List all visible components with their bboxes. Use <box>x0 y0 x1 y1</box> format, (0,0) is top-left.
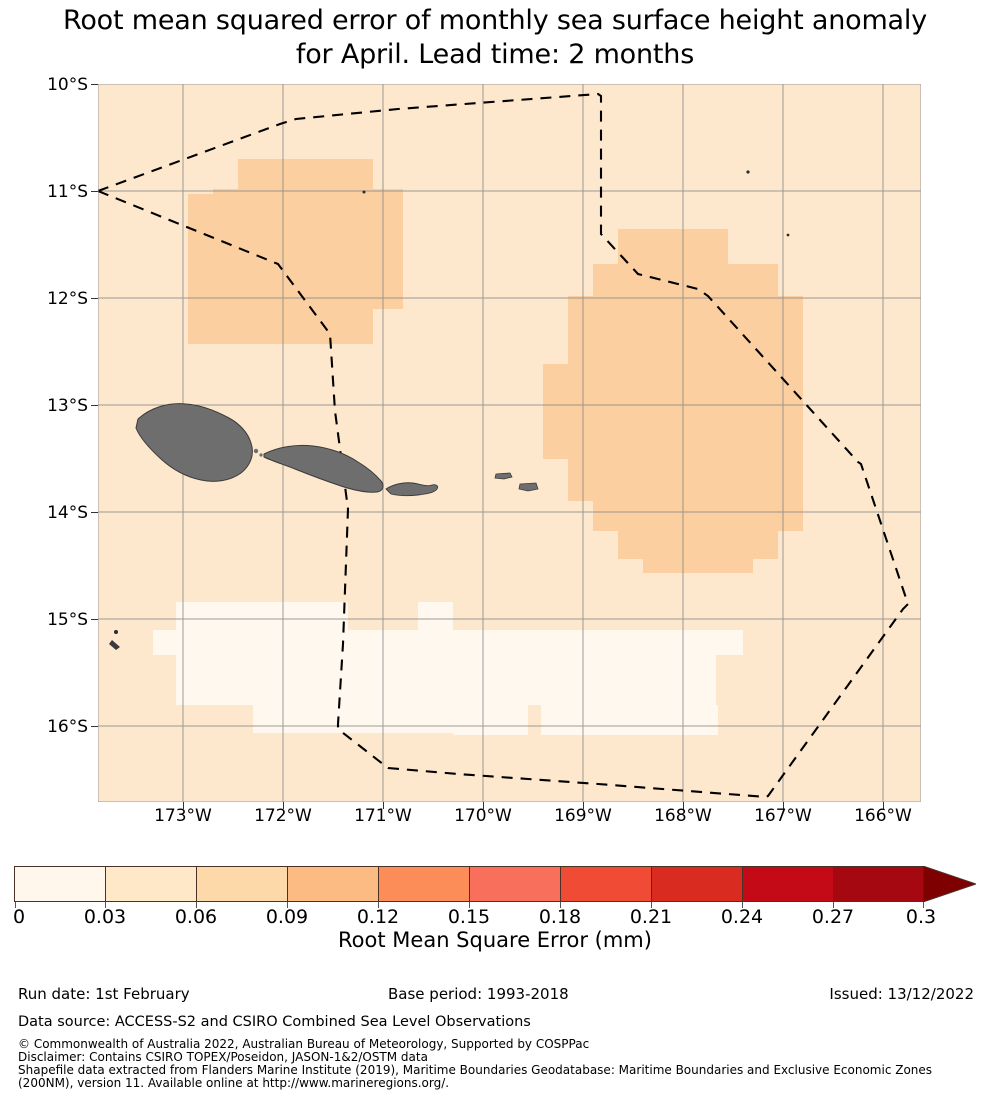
figure-title-line2: for April. Lead time: 2 months <box>295 39 695 70</box>
northwest-patch <box>188 159 403 344</box>
land-savaii <box>135 403 253 482</box>
y-tick-label: 11°S <box>47 182 88 202</box>
data-source: Data source: ACCESS-S2 and CSIRO Combine… <box>18 1014 531 1030</box>
y-tick-label: 16°S <box>47 717 88 737</box>
figure-title-line1: Root mean squared error of monthly sea s… <box>63 5 927 36</box>
colorbar-tick-label: 0.27 <box>811 906 855 928</box>
x-tick-label: 172°W <box>254 806 312 826</box>
colorbar-title: Root Mean Square Error (mm) <box>338 928 652 952</box>
colorbar-band-3 <box>287 866 378 902</box>
colorbar-band-1 <box>105 866 196 902</box>
east-central-patch <box>543 229 803 573</box>
land-tau <box>518 482 539 492</box>
x-tick-label: 169°W <box>554 806 612 826</box>
map-gridlines <box>98 84 921 802</box>
land-rose-atoll <box>109 640 120 650</box>
colorbar-extend-arrow <box>923 866 976 902</box>
y-tick-label: 15°S <box>47 610 88 630</box>
eez-boundary <box>98 92 910 799</box>
map-svg <box>98 84 921 802</box>
disclaimer-line-4: (200NM), version 11. Available online at… <box>18 1076 450 1090</box>
figure-title: Root mean squared error of monthly sea s… <box>0 4 990 72</box>
colorbar-band-6 <box>560 866 651 902</box>
colorbar-tick-label: 0.12 <box>356 906 400 928</box>
colorbar-tick-label: 0.21 <box>629 906 673 928</box>
x-tick-label: 167°W <box>754 806 812 826</box>
colorbar-bands <box>14 866 924 902</box>
land-tutuila <box>385 482 439 497</box>
run-date: Run date: 1st February <box>18 985 190 1003</box>
disclaimer-line-1: © Commonwealth of Australia 2022, Austra… <box>18 1037 590 1051</box>
colorbar-band-8 <box>742 866 833 902</box>
issued-date: Issued: 13/12/2022 <box>829 985 974 1003</box>
land-speck-east <box>786 233 790 237</box>
colorbar-tick-label: 0.06 <box>174 906 218 928</box>
land-apolima <box>253 448 259 454</box>
colorbar <box>14 866 976 902</box>
colorbar-tick-label: 0.15 <box>447 906 491 928</box>
colorbar-tick-label: 0.24 <box>720 906 764 928</box>
colorbar-tick-label: 0 <box>12 906 26 928</box>
y-tick-label: 10°S <box>47 75 88 95</box>
colorbar-band-4 <box>378 866 469 902</box>
metadata-row: Run date: 1st February Base period: 1993… <box>0 985 990 1007</box>
colorbar-band-0 <box>14 866 105 902</box>
land-speck-north <box>362 190 366 194</box>
x-tick-label: 168°W <box>654 806 712 826</box>
disclaimer-line-2: Disclaimer: Contains CSIRO TOPEX/Poseido… <box>18 1050 428 1064</box>
southwest-low-patch <box>153 602 743 735</box>
land-speck-northeast <box>746 170 750 174</box>
colorbar-band-9 <box>833 866 924 902</box>
land-speck-southwest <box>114 630 118 634</box>
y-tick-label: 12°S <box>47 289 88 309</box>
colorbar-band-2 <box>196 866 287 902</box>
colorbar-tick-label: 0.3 <box>905 906 937 928</box>
colorbar-tick-label: 0.09 <box>265 906 309 928</box>
base-period: Base period: 1993-2018 <box>388 985 569 1003</box>
map-canvas <box>98 84 921 802</box>
y-tick-label: 13°S <box>47 396 88 416</box>
colorbar-band-5 <box>469 866 560 902</box>
land-upolu <box>263 444 384 493</box>
land-ofu-olosega <box>494 472 513 480</box>
x-tick-label: 166°W <box>854 806 912 826</box>
colorbar-tick-label: 0.18 <box>538 906 582 928</box>
colorbar-tick-label: 0.03 <box>83 906 127 928</box>
map-panel <box>98 84 921 802</box>
colorbar-band-7 <box>651 866 742 902</box>
x-tick-label: 170°W <box>454 806 512 826</box>
x-tick-label: 173°W <box>154 806 212 826</box>
land-manono <box>259 453 263 457</box>
x-tick-label: 171°W <box>354 806 412 826</box>
disclaimer-line-3: Shapefile data extracted from Flanders M… <box>18 1063 933 1077</box>
y-tick-label: 14°S <box>47 503 88 523</box>
